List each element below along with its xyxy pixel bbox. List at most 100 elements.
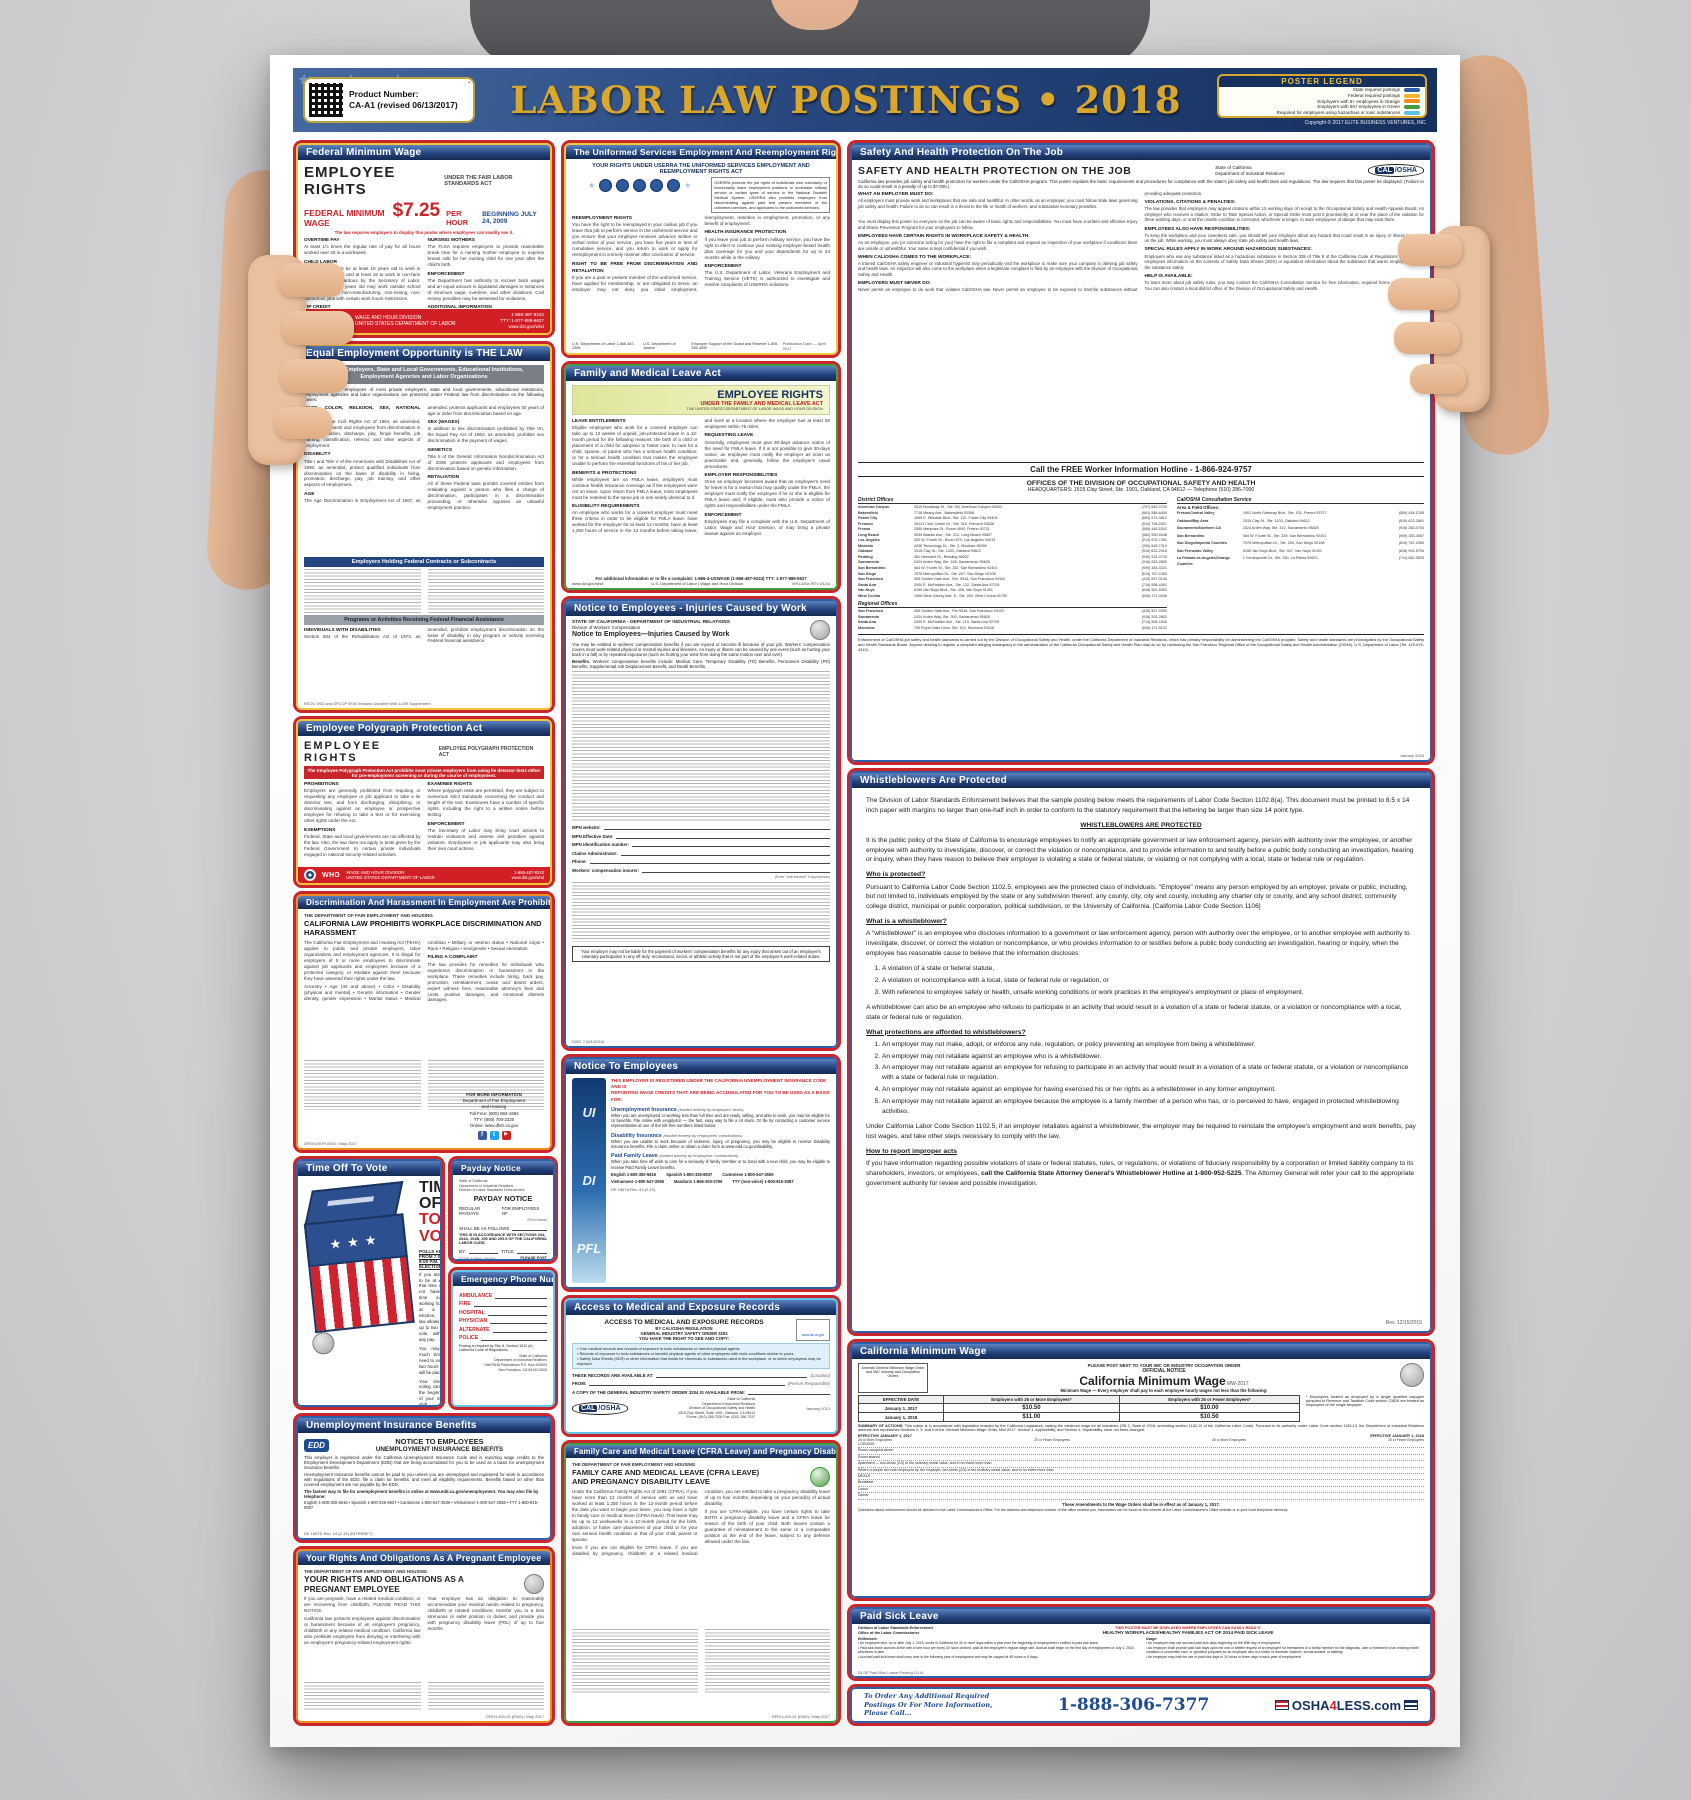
paragraph-text: Section 504 of the Rehabilitation Act of… <box>304 626 544 644</box>
ballot-stripes <box>308 1256 415 1334</box>
office-phone: (714) 558-4451 <box>1141 582 1167 587</box>
blank-line <box>473 1301 547 1307</box>
area-field-label: Area & Field Offices: <box>1176 505 1220 510</box>
edd-intro-line2: REPORTING WAGE CREDITS THAT ARE BEING AC… <box>611 1090 830 1102</box>
consultation-offices-list: Fresno/Central Valley 1901 North Gateway … <box>1177 511 1424 567</box>
emergency-field-label: PHYSICIAN <box>458 1318 488 1324</box>
paragraph-heading: EMPLOYEES HAVE CERTAIN RIGHTS IN WORKPLA… <box>858 233 1030 239</box>
cmw-closing: Questions about enforcement should be di… <box>858 1507 1289 1512</box>
paragraph-heading: REEMPLOYMENT RIGHTS <box>572 216 632 221</box>
address-line: San Francisco, CA 94142-0603 <box>498 1367 547 1372</box>
list-item: An employer may not retaliate against an… <box>882 1063 1416 1083</box>
offices-title: OFFICES OF THE DIVISION OF OCCUPATIONAL … <box>1026 480 1256 487</box>
blank-line <box>512 1225 547 1231</box>
phone-entry: Vietnamese 1-800-547-2058 <box>611 1178 664 1184</box>
phone-entry: Cantonese 1-800-547-3506 <box>722 1171 774 1177</box>
access-date: January 2013 <box>805 1405 830 1411</box>
list-item: A violation or noncompliance with a loca… <box>882 976 1416 986</box>
paragraph-text: An employee must be at least 16 years ol… <box>304 265 421 301</box>
pfl-letters: PFL <box>576 1241 602 1257</box>
fine-print-placeholder <box>572 671 830 821</box>
edd-benefit-block: Disability Insurance (funded entirely by… <box>611 1133 830 1150</box>
office-row: Los Angeles 320 W. Fourth St., Room 670, … <box>858 538 1167 544</box>
whistle-rev: Rev. 12/15/2015 <box>1385 1319 1422 1326</box>
logo-part: OSHA <box>1291 1697 1330 1713</box>
section-unemployment-insurance: Unemployment Insurance Benefits EDD NOTI… <box>293 1413 555 1543</box>
bullet-text: An employee may use accrued paid sick da… <box>1147 1641 1281 1646</box>
bullet-text: Records of exposure to toxic substances … <box>579 1351 795 1356</box>
legal-paragraph: EMPLOYERS MUST NEVER DO: Never permit an … <box>858 191 1424 293</box>
blank-line <box>487 1310 547 1316</box>
psl-bullet: • Accrued paid sick leave shall carry ov… <box>858 1654 1039 1659</box>
paragraph-text: If you leave your job to perform militar… <box>704 236 831 260</box>
cmw-t2-sub: 25 or Fewer Employees <box>1388 1438 1424 1442</box>
edd-letter-strip: UI DI PFL <box>572 1078 606 1283</box>
legal-paragraph: DISABILITY Title I and Title V of the Ame… <box>304 451 421 488</box>
office-address: 464 W. Fourth St., Ste. 332, San Bernard… <box>914 566 998 571</box>
office-phone: (714) 562-5525 <box>1398 556 1424 561</box>
dwc-seal <box>810 620 830 640</box>
logo-part: LESS.com <box>1336 1697 1401 1713</box>
mw-col-header: EFFECTIVE DATE <box>858 1395 944 1404</box>
cfra-p3: If you are CFRA-eligible, you have certa… <box>704 1509 831 1545</box>
uib-headline2: UNEMPLOYMENT INSURANCE BENEFITS <box>375 1446 504 1453</box>
discrimination-categories: Ancestry • Age (40 and above) • Color • … <box>304 940 544 1002</box>
section-title: Paid Sick Leave <box>852 1609 1430 1624</box>
fmla-headline: EMPLOYEE RIGHTS <box>717 389 823 401</box>
office-phone: (530) 224-4743 <box>1141 554 1167 559</box>
section-safety-health: Safety And Health Protection On The Job … <box>847 140 1435 765</box>
uib-intro: This employer is registered under the Ca… <box>304 1455 544 1470</box>
paragraph-text: The law provides that employers may appe… <box>1144 206 1425 223</box>
star-icon: ★ <box>587 181 596 190</box>
office-city: Fremont <box>858 521 873 526</box>
paragraph-text: Title II of the Genetic Information Nond… <box>427 453 545 471</box>
legal-paragraph: EXAMINEE RIGHTS Where polygraph tests are… <box>428 781 545 818</box>
youtube-icon: ▶ <box>501 1131 511 1140</box>
paragraph-text: You have the right to be reemployed in y… <box>572 222 698 258</box>
benefit-heading: Paid Family Leave <box>611 1153 658 1160</box>
office-row: San Francisco 455 Golden Gate Ave., Rm 95… <box>858 609 1167 615</box>
legend-color-chip <box>1404 88 1420 93</box>
uib-phones: English 1-800-300-5616 • Spanish 1-800-3… <box>304 1500 539 1510</box>
office-city: Long Beach <box>858 532 880 537</box>
paragraph-heading: SPECIAL RULES APPLY IN WORK AROUND HAZAR… <box>1144 247 1312 253</box>
twitter-icon: t <box>489 1131 499 1140</box>
whd-phone: 1-866-487-9243 <box>511 312 544 318</box>
office-address: 381 Hemsted Dr., Redding 96002 <box>914 554 969 559</box>
discrimination-doc-number: DFEH-E07P-ENG / May 2017 <box>304 1141 357 1146</box>
legend-row: Federal required postings <box>1219 93 1425 99</box>
fmw-per-hour: PER HOUR <box>446 209 469 227</box>
section-title: Family and Medical Leave Act <box>566 366 836 381</box>
eeo-doc-number: EEOC 9/02 and OFCCP 9/08 Versions Useabl… <box>304 701 431 706</box>
legal-paragraph: BENEFITS & PROTECTIONS While employees ar… <box>572 470 698 501</box>
office-city: Sacramento <box>858 560 880 565</box>
office-address: 6150 Van Nuys Blvd., Ste. 405, Van Nuys … <box>914 588 993 593</box>
whd-web: www.dol.gov/whd <box>508 324 545 330</box>
finger <box>1410 364 1466 394</box>
whistle-p5: A whistleblower can also be an employee … <box>866 1003 1402 1021</box>
polygraph-body-text: PROHIBITIONS Employers are generally proh… <box>304 781 544 873</box>
psl-doc-number: DLSE Paid Sick Leave Posting 11/14 <box>858 1670 924 1675</box>
legal-paragraph: ENFORCEMENT The Department has authority … <box>428 271 545 302</box>
marines-medallion-icon <box>650 179 664 192</box>
district-offices-label: District Offices <box>858 497 1167 504</box>
section-title: Whistleblowers Are Protected <box>852 773 1430 788</box>
text-run: , employees are the protected class of i… <box>866 883 1408 911</box>
paragraph-text: Employers are generally prohibited from … <box>304 788 421 824</box>
section-ca-minimum-wage: California Minimum Wage Amends General M… <box>847 1339 1435 1601</box>
psl-agency2: Office of the Labor Commissioner <box>858 1630 920 1635</box>
cmw-t2-head: EFFECTIVE JANUARY 1, 2017 <box>858 1434 912 1438</box>
section-cfra: Family Care and Medical Leave (CFRA Leav… <box>561 1440 841 1726</box>
paragraph-text: Workers' compensation benefits include: … <box>572 659 830 669</box>
access-bullet: • Records of exposure to toxic substance… <box>577 1351 795 1356</box>
vote-big-line2: TO VOTE <box>419 1211 440 1245</box>
office-city: San Francisco <box>858 577 884 582</box>
paragraph-heading: ENFORCEMENT <box>704 512 742 518</box>
office-address: 1515 Clay St., Ste. 1103, Oakland 94612 <box>1242 518 1310 523</box>
paragraph-heading: OVERTIME PAY <box>304 238 340 243</box>
office-row: Long Beach 3939 Atlantic Ave., Ste. 212, … <box>858 533 1167 539</box>
benefit-text: When you take time off work to care for … <box>611 1159 830 1170</box>
product-label: Product Number: <box>349 89 419 100</box>
bullet-text: An employer shall provide paid sick days… <box>1146 1645 1419 1655</box>
injuries-self-insured-hint: (Enter "self-insured" if appropriate) <box>774 875 830 879</box>
